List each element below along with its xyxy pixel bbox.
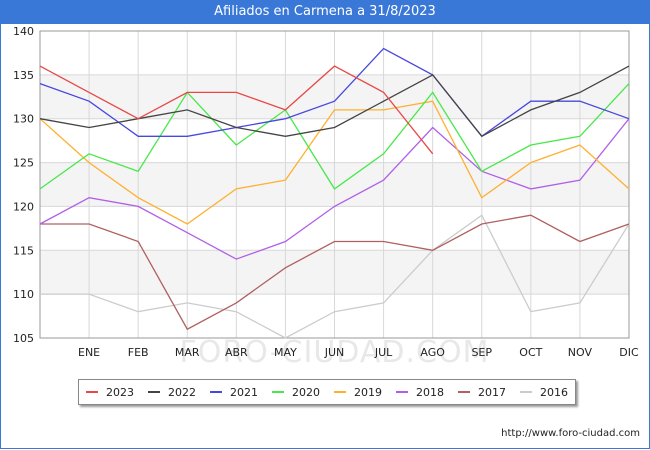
series-line-2020 xyxy=(39,83,630,190)
legend-swatch xyxy=(396,391,408,393)
series-line-2021 xyxy=(39,47,630,138)
y-tick-label: 140 xyxy=(13,25,34,38)
x-tick-label: JUN xyxy=(324,346,345,359)
series-line-2023 xyxy=(39,65,434,155)
x-tick-label: OCT xyxy=(519,346,542,359)
y-tick-label: 135 xyxy=(13,69,34,82)
x-tick-label: FEB xyxy=(128,346,149,359)
plot-border xyxy=(39,30,630,339)
chart-title: Afiliados en Carmena a 31/8/2023 xyxy=(0,0,650,24)
series-line-2019 xyxy=(39,100,630,225)
legend-item-2023: 2023 xyxy=(86,386,134,399)
x-tick-label: DIC xyxy=(619,346,639,359)
y-tick-label: 130 xyxy=(13,113,34,126)
legend-label: 2018 xyxy=(416,385,444,399)
series-line-2017 xyxy=(40,214,630,331)
x-tick-label: SEP xyxy=(471,346,492,359)
x-tick-label: NOV xyxy=(568,346,593,359)
legend-swatch xyxy=(210,391,222,393)
y-tick-label: 120 xyxy=(13,200,34,213)
legend-item-2020: 2020 xyxy=(272,386,320,399)
legend-swatch xyxy=(272,391,284,393)
legend-label: 2022 xyxy=(168,385,196,399)
legend-label: 2019 xyxy=(354,385,382,399)
series-line-2018 xyxy=(39,118,630,260)
legend-item-2019: 2019 xyxy=(334,386,382,399)
x-tick-label: AGO xyxy=(420,346,445,359)
x-tick-label: MAR xyxy=(175,346,200,359)
watermark-text: FORO-CIUDAD.COM xyxy=(180,335,490,370)
legend-swatch xyxy=(86,391,98,393)
legend-item-2016: 2016 xyxy=(520,386,568,399)
source-credit: http://www.foro-ciudad.com xyxy=(501,428,640,439)
legend-item-2018: 2018 xyxy=(396,386,444,399)
legend-label: 2020 xyxy=(292,385,320,399)
y-tick-label: 125 xyxy=(13,157,34,170)
x-tick-label: JUL xyxy=(374,346,393,359)
legend-swatch xyxy=(334,391,346,393)
x-tick-label: ABR xyxy=(225,346,248,359)
legend-swatch xyxy=(458,391,470,393)
chart-legend: 2023 2022 2021 2020 2019 2018 2017 2016 xyxy=(78,379,576,405)
y-tick-label: 115 xyxy=(13,244,34,257)
series-line-2016 xyxy=(40,214,630,339)
legend-label: 2017 xyxy=(478,385,506,399)
y-tick-label: 105 xyxy=(13,332,34,345)
legend-label: 2023 xyxy=(106,385,134,399)
legend-label: 2016 xyxy=(540,385,568,399)
legend-item-2017: 2017 xyxy=(458,386,506,399)
x-tick-label: ENE xyxy=(78,346,100,359)
y-tick-label: 110 xyxy=(13,288,34,301)
legend-swatch xyxy=(148,391,160,393)
legend-item-2021: 2021 xyxy=(210,386,258,399)
legend-label: 2021 xyxy=(230,385,258,399)
legend-item-2022: 2022 xyxy=(148,386,196,399)
x-tick-label: MAY xyxy=(274,346,297,359)
legend-swatch xyxy=(520,391,532,393)
